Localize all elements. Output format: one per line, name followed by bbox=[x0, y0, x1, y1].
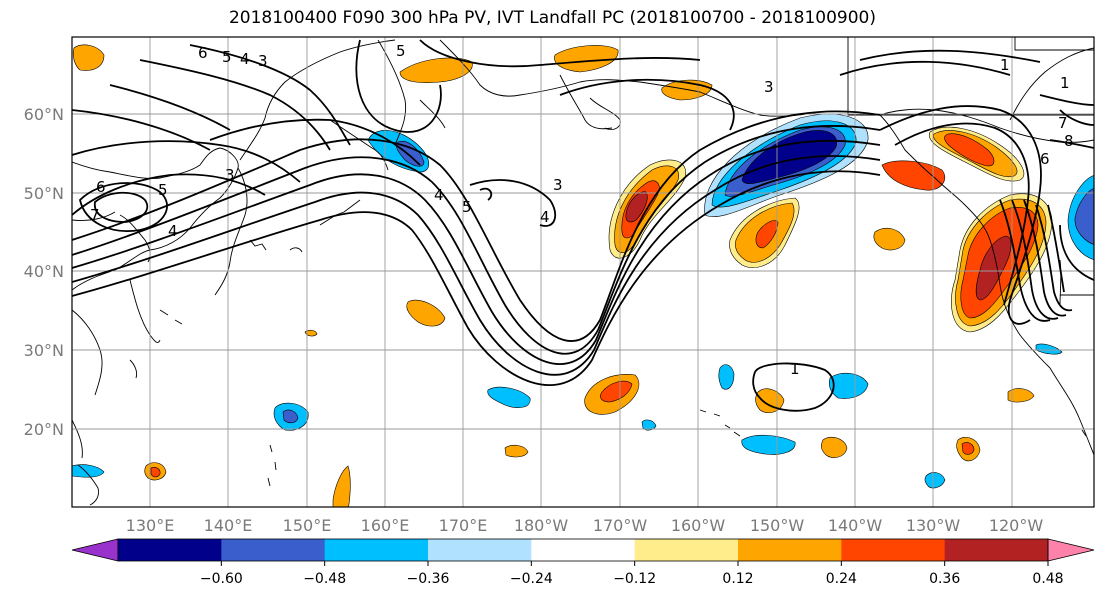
fill-positive-arctic-2 bbox=[554, 45, 619, 73]
fill-negative-subtropic-6 bbox=[641, 419, 657, 431]
fill-positive-west-coast-4 bbox=[975, 235, 1012, 301]
lon-label: 130°E bbox=[126, 516, 175, 535]
longitude-labels: 130°E 140°E 150°E 160°E 170°E 180°W 170°… bbox=[126, 516, 1044, 535]
colorbar-segment bbox=[324, 539, 429, 561]
colorbar-tick-label: −0.60 bbox=[200, 571, 243, 587]
fill-negative-far-east-2 bbox=[1074, 188, 1094, 245]
pv-contours bbox=[72, 39, 1094, 412]
fill-positive-subtropic-5 bbox=[873, 227, 906, 251]
contour-label: 3 bbox=[553, 176, 563, 194]
contour-label: 3 bbox=[764, 78, 774, 96]
contour-label: 1 bbox=[1000, 56, 1010, 74]
colorbar-tick-label: −0.12 bbox=[613, 571, 656, 587]
fill-positive-central-pacific-4 bbox=[625, 191, 648, 223]
contour-label: 5 bbox=[462, 198, 472, 216]
contour-label: 6 bbox=[198, 44, 208, 62]
contour-label: 3 bbox=[225, 166, 235, 184]
colorbar: −0.60 −0.48 −0.36 −0.24 −0.12 0.12 0.24 0.36 0.4… bbox=[71, 538, 1095, 587]
lon-label: 140°W bbox=[828, 516, 883, 535]
island-outlines bbox=[129, 199, 1087, 487]
lat-label: 20°N bbox=[24, 420, 64, 439]
fill-negative-subtropic-7 bbox=[924, 472, 946, 489]
lon-label: 170°E bbox=[439, 516, 488, 535]
fill-negative-subtropic-4 bbox=[828, 372, 869, 399]
lon-label: 180°W bbox=[514, 516, 569, 535]
fill-positive-subtropic-2 bbox=[406, 299, 446, 327]
contour-label: 5 bbox=[222, 48, 232, 66]
contour-label: 7 bbox=[90, 206, 100, 224]
lon-label: 150°W bbox=[750, 516, 805, 535]
contour-label: 4 bbox=[434, 186, 444, 204]
lat-label: 50°N bbox=[24, 184, 64, 203]
fill-positive-subtropic-10 bbox=[332, 465, 351, 507]
colorbar-tick-label: 0.24 bbox=[826, 571, 857, 587]
fill-positive-subtropic-9b bbox=[150, 467, 161, 478]
fill-positive-subtropic-4 bbox=[821, 436, 848, 458]
fill-negative-subtropic-5 bbox=[718, 364, 735, 390]
fill-positive-bc-coast-3 bbox=[944, 133, 995, 167]
contour-label: 4 bbox=[168, 222, 178, 240]
lon-label: 160°E bbox=[361, 516, 410, 535]
fill-positive-subtropic-7 bbox=[1007, 388, 1035, 403]
colorbar-extend-high bbox=[1047, 538, 1095, 562]
colorbar-extend-low bbox=[71, 538, 119, 562]
colorbar-tick-label: 0.36 bbox=[929, 571, 960, 587]
contour-label: 4 bbox=[240, 50, 250, 68]
contour-label: 1 bbox=[790, 360, 800, 378]
map-border bbox=[71, 36, 1095, 508]
fill-positive-subtropic-11 bbox=[304, 329, 318, 337]
lon-label: 170°W bbox=[593, 516, 648, 535]
contour-label: 5 bbox=[158, 181, 168, 199]
contour-label: 3 bbox=[258, 52, 268, 70]
fill-negative-subtropic-1b bbox=[282, 409, 299, 424]
contour-label: 1 bbox=[1060, 74, 1070, 92]
fill-negative-kamchatka-2 bbox=[396, 140, 425, 167]
lat-label: 40°N bbox=[24, 262, 64, 281]
contour-label: 4 bbox=[540, 208, 550, 226]
colorbar-segment bbox=[118, 539, 222, 561]
fill-negative-subtropic-3 bbox=[741, 434, 796, 455]
colorbar-segment bbox=[841, 539, 946, 561]
fill-positive-subtropic-6b bbox=[961, 442, 975, 455]
fill-positive-arctic-4 bbox=[72, 44, 105, 71]
colorbar-segment bbox=[428, 539, 532, 561]
lon-label: 140°E bbox=[204, 516, 253, 535]
latitude-labels: 60°N 50°N 40°N 30°N 20°N bbox=[24, 105, 64, 439]
plot-title: 2018100400 F090 300 hPa PV, IVT Landfall… bbox=[228, 8, 876, 28]
colorbar-tick-label: −0.48 bbox=[303, 571, 346, 587]
lon-label: 130°W bbox=[906, 516, 961, 535]
colorbar-tick-label: −0.24 bbox=[510, 571, 553, 587]
colorbar-segment bbox=[634, 539, 739, 561]
fill-positive-arctic-1 bbox=[399, 57, 473, 83]
lat-label: 30°N bbox=[24, 341, 64, 360]
contour-label: 7 bbox=[1058, 114, 1068, 132]
lon-label: 150°E bbox=[283, 516, 332, 535]
colorbar-tick-label: 0.12 bbox=[722, 571, 753, 587]
contour-label: 5 bbox=[396, 42, 406, 60]
fill-negative-subtropic-9 bbox=[1035, 343, 1063, 355]
colorbar-tick-label: 0.48 bbox=[1032, 571, 1063, 587]
contour-label: 6 bbox=[96, 178, 106, 196]
colorbar-tick-label: −0.36 bbox=[407, 571, 450, 587]
contour-label: 8 bbox=[1064, 132, 1074, 150]
colorbar-segment bbox=[738, 539, 842, 561]
fill-negative-subtropic-8 bbox=[72, 464, 105, 478]
fill-positive-alaska-panhandle bbox=[881, 160, 946, 191]
fill-positive-150w-3 bbox=[755, 220, 779, 249]
lat-label: 60°N bbox=[24, 105, 64, 124]
colorbar-segment bbox=[944, 539, 1049, 561]
fill-positive-subtropic-1b bbox=[600, 380, 633, 403]
map-frame bbox=[72, 37, 1094, 507]
lon-label: 120°W bbox=[989, 516, 1044, 535]
fill-negative-subtropic-2 bbox=[487, 386, 531, 408]
contour-label: 6 bbox=[1040, 150, 1050, 168]
colorbar-border bbox=[117, 538, 1049, 562]
fill-positive-subtropic-8 bbox=[504, 444, 529, 458]
fill-negative-gulf-alaska-4 bbox=[741, 130, 838, 184]
lon-label: 160°W bbox=[671, 516, 726, 535]
contour-labels: 6 5 4 3 6 5 7 4 3 5 4 5 4 3 3 1 1 7 8 6 … bbox=[90, 42, 1074, 378]
colorbar-segment bbox=[221, 539, 326, 561]
colorbar-segment bbox=[531, 539, 636, 561]
